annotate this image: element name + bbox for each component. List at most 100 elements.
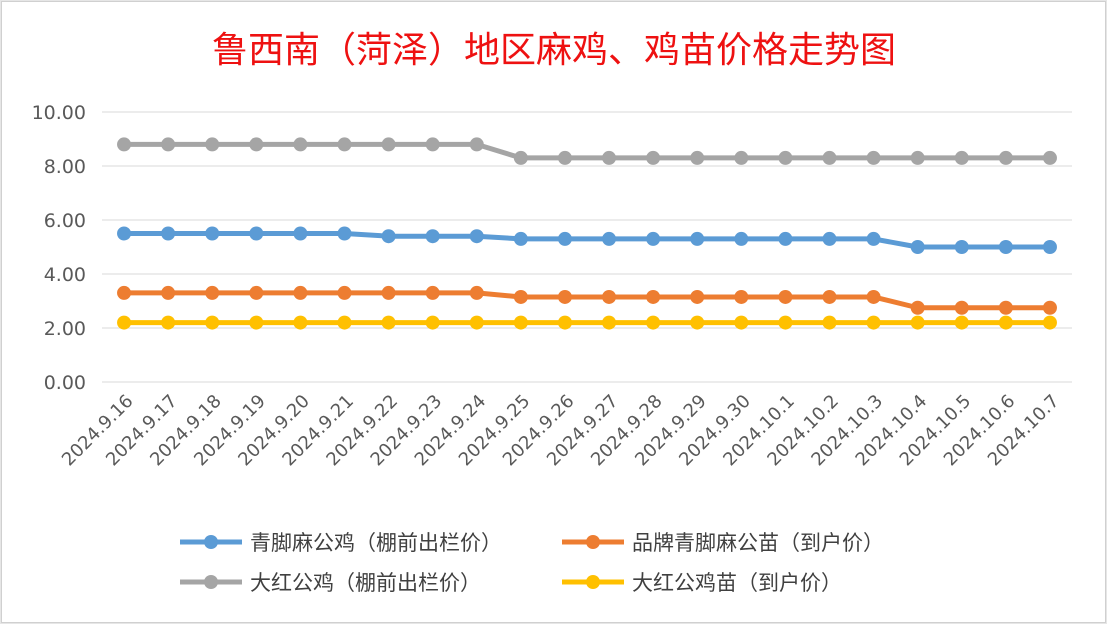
data-point [866,315,881,330]
data-point [425,137,440,152]
data-point [1042,300,1057,315]
data-point [337,285,352,300]
data-point [866,150,881,165]
series-2 [117,137,1057,165]
series-3 [117,315,1057,330]
data-point [690,150,705,165]
legend-item: 品牌青脚麻公苗（到户价） [562,531,884,555]
data-point [1042,315,1057,330]
data-point [161,315,176,330]
data-point [1042,150,1057,165]
series-line [124,290,1050,311]
y-axis-ticks: 0.00 2.00 4.00 6.00 8.00 10.00 [32,102,86,394]
data-point [866,231,881,246]
legend-label: 大红公鸡（棚前出栏价） [250,571,481,595]
data-point [734,289,749,304]
series-1 [117,285,1057,315]
data-point [646,289,661,304]
data-point [690,231,705,246]
legend-label: 青脚麻公鸡（棚前出栏价） [250,531,502,555]
data-point [822,150,837,165]
data-point [513,231,528,246]
data-point [161,137,176,152]
data-point [117,285,132,300]
data-point [602,289,617,304]
data-point [117,226,132,241]
data-point [778,315,793,330]
data-point [557,315,572,330]
data-point [117,137,132,152]
data-point [602,315,617,330]
legend-label: 大红公鸡苗（到户价） [632,571,842,595]
data-point [161,285,176,300]
data-point [249,226,264,241]
data-point [337,226,352,241]
data-point [249,285,264,300]
legend-item: 大红公鸡（棚前出栏价） [180,571,481,595]
gridlines [102,111,1072,383]
data-point [822,289,837,304]
data-point [998,315,1013,330]
data-point [557,289,572,304]
data-point [337,315,352,330]
data-point [293,226,308,241]
data-point [381,137,396,152]
data-point [690,315,705,330]
chart-title: 鲁西南（菏泽）地区麻鸡、鸡苗价格走势图 [212,30,896,71]
data-point [822,315,837,330]
data-point [425,315,440,330]
data-point [513,289,528,304]
data-point [557,150,572,165]
data-point [1042,240,1057,254]
y-tick-label: 2.00 [44,318,86,340]
data-point [910,300,925,315]
data-point [205,285,220,300]
data-point [513,315,528,330]
data-point [293,137,308,152]
data-point [954,315,969,330]
data-point [690,289,705,304]
data-point [910,240,925,254]
data-point [910,315,925,330]
data-point [954,240,969,254]
data-point [557,231,572,246]
data-point [646,150,661,165]
data-point [293,285,308,300]
data-point [954,150,969,165]
data-point [998,240,1013,254]
data-point [866,289,881,304]
legend-label: 品牌青脚麻公苗（到户价） [632,531,884,555]
legend-swatch-marker [204,535,218,549]
legend-swatch-marker [586,575,600,589]
legend-swatch-marker [204,575,218,589]
y-tick-label: 0.00 [44,372,86,394]
data-point [205,315,220,330]
data-point [469,137,484,152]
data-point [205,226,220,241]
data-point [381,285,396,300]
legend-item: 大红公鸡苗（到户价） [562,571,842,595]
data-point [293,315,308,330]
data-point [249,137,264,152]
series-0 [117,226,1057,254]
legend-item: 青脚麻公鸡（棚前出栏价） [180,531,502,555]
data-point [954,300,969,315]
data-point [425,285,440,300]
data-point [513,150,528,165]
data-point [161,226,176,241]
data-point [734,150,749,165]
data-point [117,315,132,330]
data-point [381,315,396,330]
legend: 青脚麻公鸡（棚前出栏价） 品牌青脚麻公苗（到户价） 大红公鸡（棚前出栏价） 大红公鸡苗… [180,531,884,595]
y-tick-label: 4.00 [44,264,86,286]
data-point [778,231,793,246]
data-point [646,315,661,330]
data-point [822,231,837,246]
data-point [249,315,264,330]
data-point [910,150,925,165]
data-point [602,231,617,246]
series-line [124,141,1050,161]
y-tick-label: 10.00 [32,102,86,124]
